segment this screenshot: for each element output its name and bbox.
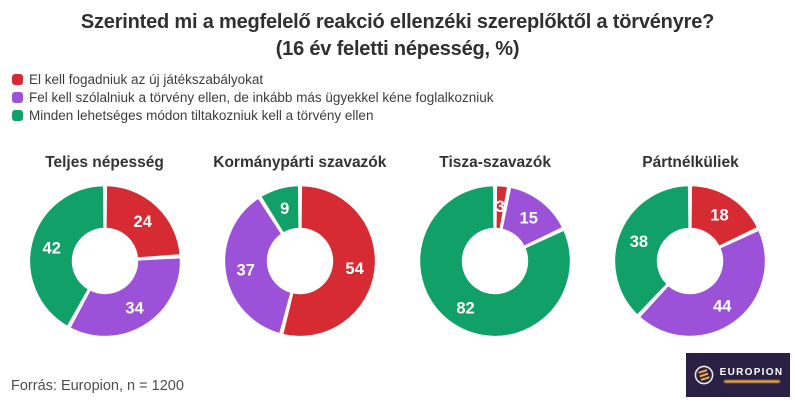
slice-value-label: 42 <box>42 239 60 257</box>
chart-column-0: Teljes népesség 24 34 42 <box>8 154 201 340</box>
chart-column-2: Tisza-szavazók 3 15 82 <box>399 154 592 340</box>
donut-slice <box>258 183 301 235</box>
donut-slice <box>67 255 182 339</box>
donut-chart: 54 37 9 <box>222 183 378 339</box>
donut-wrap: 24 34 42 <box>8 182 201 340</box>
chart-column-1: Kormánypárti szavazók 54 37 9 <box>203 154 396 340</box>
chart-column-3: Pártnélküliek 18 44 38 <box>594 154 787 340</box>
legend-item-0: El kell fogadniuk az új játékszabályokat <box>12 70 795 88</box>
donut-slice <box>103 183 182 260</box>
chart-column-title: Kormánypárti szavazók <box>213 154 387 171</box>
donut-wrap: 54 37 9 <box>203 182 396 340</box>
donut-slice <box>27 183 106 329</box>
donut-slice <box>418 183 573 339</box>
logo-tagline <box>723 380 780 383</box>
legend-label: Minden lehetséges módon tiltakozniuk kel… <box>29 107 374 123</box>
main-title-line1: Szerinted mi a megfelelő reakció ellenzé… <box>80 11 715 33</box>
slice-value-label: 37 <box>236 262 254 280</box>
donut-chart: 18 44 38 <box>613 183 768 339</box>
legend-item-1: Fel kell szólalniuk a törvény ellen, de … <box>12 88 795 106</box>
chart-column-title: Pártnélküliek <box>642 154 739 171</box>
donut-wrap: 3 15 82 <box>399 182 592 340</box>
slice-value-label: 44 <box>714 297 733 315</box>
legend-swatch <box>12 109 23 121</box>
europion-logo-icon <box>694 365 714 385</box>
slice-value-label: 3 <box>496 198 505 216</box>
chart-column-title: Tisza-szavazók <box>439 154 552 171</box>
donut-charts-row: Teljes népesség 24 34 42 Kormánypárti szavaz… <box>0 154 795 340</box>
logo-wordmark: EUROPION <box>719 367 784 378</box>
legend-item-2: Minden lehetséges módon tiltakozniuk kel… <box>12 106 795 124</box>
donut-chart: 24 34 42 <box>27 183 182 339</box>
donut-chart: 3 15 82 <box>418 183 573 339</box>
donut-slice <box>637 228 768 339</box>
donut-slice <box>280 183 378 339</box>
donut-slice <box>222 196 293 336</box>
slice-value-label: 15 <box>520 209 538 227</box>
europion-logo: EUROPION <box>686 353 790 397</box>
slice-value-label: 82 <box>456 299 474 317</box>
donut-slice <box>613 183 692 317</box>
legend-swatch <box>12 73 23 85</box>
source-note: Forrás: Europion, n = 1200 <box>11 378 184 394</box>
donut-slice <box>689 183 761 249</box>
slice-value-label: 24 <box>133 213 152 231</box>
legend-swatch <box>12 91 23 103</box>
slice-value-label: 54 <box>345 260 364 278</box>
chart-column-title: Teljes népesség <box>45 154 164 171</box>
donut-slice <box>500 185 565 249</box>
slice-value-label: 34 <box>125 299 144 317</box>
donut-wrap: 18 44 38 <box>594 182 787 340</box>
logo-text-column: EUROPION <box>720 367 784 383</box>
slice-value-label: 18 <box>711 207 729 225</box>
legend-label: Fel kell szólalniuk a törvény ellen, de … <box>29 89 494 105</box>
legend: El kell fogadniuk az új játékszabályokat… <box>0 70 795 124</box>
legend-label: El kell fogadniuk az új játékszabályokat <box>29 71 264 87</box>
slice-value-label: 38 <box>630 233 648 251</box>
main-title-line2: (16 év feletti népesség, %) <box>275 38 520 60</box>
slice-value-label: 9 <box>280 200 289 218</box>
chart-title-block: Szerinted mi a megfelelő reakció ellenzé… <box>0 0 795 63</box>
